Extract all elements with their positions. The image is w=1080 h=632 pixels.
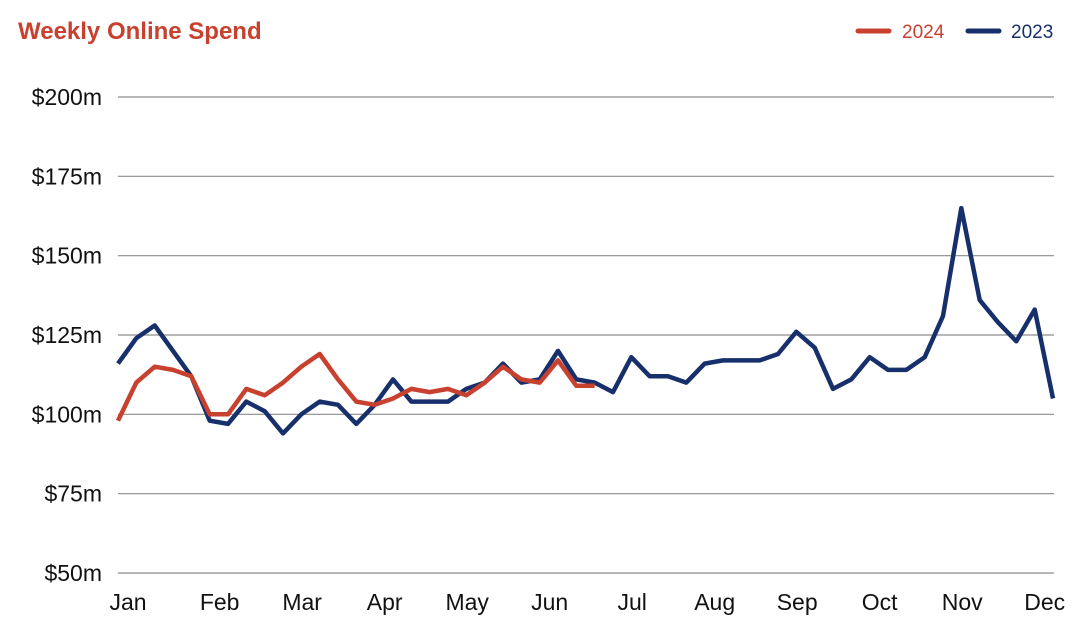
x-tick-label: Dec bbox=[1024, 589, 1065, 615]
series-line-2023 bbox=[116, 205, 1056, 436]
x-tick-label: Aug bbox=[694, 589, 735, 615]
x-tick-label: Jul bbox=[617, 589, 646, 615]
x-tick-label: Mar bbox=[282, 589, 322, 615]
gridlines bbox=[118, 96, 1054, 574]
x-axis-labels: Jan Feb Mar Apr May Jun Jul Aug Sep Oct Nov Dec bbox=[109, 589, 1065, 615]
x-tick-label: Jun bbox=[531, 589, 568, 615]
x-tick-label: Oct bbox=[862, 589, 898, 615]
y-tick-label: $150m bbox=[32, 243, 102, 269]
y-tick-label: $100m bbox=[32, 401, 102, 427]
x-tick-label: Feb bbox=[200, 589, 240, 615]
x-tick-label: Nov bbox=[942, 589, 983, 615]
y-tick-label: $200m bbox=[32, 84, 102, 110]
y-tick-label: $50m bbox=[44, 560, 102, 586]
chart-title: Weekly Online Spend bbox=[18, 18, 262, 45]
y-tick-label: $75m bbox=[44, 481, 102, 507]
y-tick-label: $175m bbox=[32, 163, 102, 189]
x-tick-label: Sep bbox=[777, 589, 818, 615]
y-tick-label: $125m bbox=[32, 322, 102, 348]
legend-label-2023: 2023 bbox=[1011, 22, 1053, 43]
legend: 2024 2023 bbox=[855, 22, 1053, 43]
series-line-2024 bbox=[115, 351, 595, 422]
series-layer bbox=[115, 205, 1056, 436]
legend-label-2024: 2024 bbox=[902, 22, 945, 43]
x-tick-label: Apr bbox=[367, 589, 403, 615]
x-tick-label: May bbox=[445, 589, 489, 615]
x-tick-label: Jan bbox=[109, 589, 146, 615]
y-axis-labels: $200m $175m $150m $125m $100m $75m $50m bbox=[32, 84, 102, 586]
